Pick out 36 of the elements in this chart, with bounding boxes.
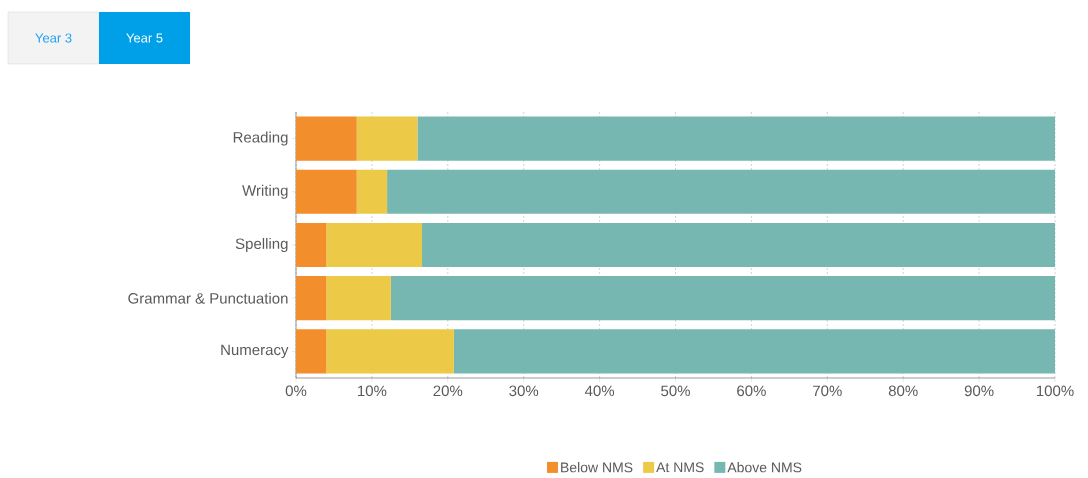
x-tick-label: 10% bbox=[358, 385, 387, 397]
bar bbox=[296, 223, 327, 268]
legend-label: Above NMS bbox=[727, 462, 802, 473]
y-tick-label: Reading bbox=[233, 131, 288, 146]
bar bbox=[326, 276, 391, 321]
bar bbox=[296, 116, 357, 161]
bar bbox=[326, 329, 454, 374]
bar bbox=[387, 169, 1055, 215]
bar bbox=[356, 169, 388, 215]
x-tick-label: 90% bbox=[964, 385, 994, 397]
bar bbox=[390, 276, 1055, 321]
x-tick-label: 30% bbox=[509, 385, 539, 397]
x-tick-label: 60% bbox=[737, 385, 766, 397]
legend-label: Below NMS bbox=[561, 462, 633, 473]
y-tick-label: Grammar & Punctuation bbox=[128, 292, 288, 304]
text: Year 3 bbox=[35, 33, 72, 43]
x-tick-label: 70% bbox=[813, 385, 842, 397]
x-tick-label: 80% bbox=[888, 385, 918, 397]
bar bbox=[453, 329, 1055, 374]
bar bbox=[326, 223, 422, 268]
x-tick-label: 100% bbox=[1036, 385, 1074, 397]
y-tick-label: Spelling bbox=[235, 238, 288, 253]
x-tick-label: 20% bbox=[433, 385, 463, 397]
bar bbox=[417, 116, 1055, 161]
legend-label: At NMS bbox=[656, 462, 704, 473]
bar bbox=[356, 116, 418, 161]
y-tick-label: Writing bbox=[242, 184, 288, 199]
x-tick-label: 50% bbox=[661, 385, 690, 397]
bar bbox=[296, 276, 327, 321]
bar bbox=[422, 223, 1055, 268]
x-tick-label: 40% bbox=[584, 385, 615, 397]
x-tick-label: 0% bbox=[285, 385, 307, 397]
y-tick-label: Numeracy bbox=[221, 344, 289, 359]
bar bbox=[296, 169, 357, 215]
text: Year 5 bbox=[126, 33, 163, 43]
bar bbox=[296, 329, 327, 374]
